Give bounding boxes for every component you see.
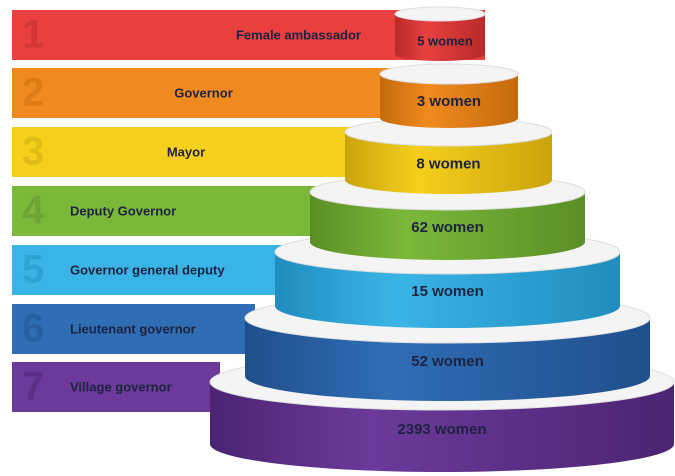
rank-number: 5 [22, 248, 44, 292]
level-count: 2393 women [397, 421, 486, 438]
level-count: 8 women [416, 155, 480, 172]
level-title: Female ambassador [236, 27, 361, 42]
banner [12, 362, 220, 412]
rank-number: 6 [22, 307, 44, 351]
disc-side [345, 132, 552, 194]
disc-side [380, 74, 518, 128]
disc-side [310, 192, 585, 260]
rank-number: 1 [22, 13, 44, 57]
rank-number: 2 [22, 71, 44, 115]
level-title: Governor [174, 85, 233, 100]
rank-number: 4 [22, 189, 45, 233]
disc-top [394, 6, 486, 22]
level-title: Lieutenant governor [70, 321, 196, 336]
disc-side [395, 14, 485, 61]
level-title: Mayor [167, 144, 205, 159]
level-title: Deputy Governor [70, 203, 176, 218]
level-title: Governor general deputy [70, 262, 225, 277]
level-count: 5 women [417, 34, 473, 49]
banner [12, 68, 395, 118]
level-count: 62 women [411, 219, 484, 236]
level-count: 15 women [411, 283, 484, 300]
disc-top [379, 63, 519, 85]
banner [12, 186, 325, 236]
rank-number: 7 [22, 365, 44, 409]
banner [12, 304, 255, 354]
level-title: Village governor [70, 379, 172, 394]
banner [12, 127, 360, 177]
level-count: 52 women [411, 353, 484, 370]
banner [12, 245, 290, 295]
rank-number: 3 [22, 130, 44, 174]
level-count: 3 women [417, 93, 481, 110]
